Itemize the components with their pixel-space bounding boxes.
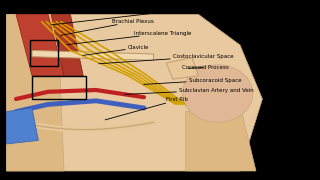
Ellipse shape — [182, 65, 253, 122]
Text: Clavicle: Clavicle — [83, 45, 149, 55]
Polygon shape — [6, 108, 38, 144]
Text: Anterior and Middle Scalene Muscles: Anterior and Middle Scalene Muscles — [51, 8, 226, 25]
Text: Interscalene Triangle: Interscalene Triangle — [67, 31, 192, 45]
Text: Subcoracoid Space: Subcoracoid Space — [144, 78, 241, 84]
Polygon shape — [16, 14, 64, 76]
Text: First Rib: First Rib — [105, 97, 188, 120]
Polygon shape — [166, 58, 198, 79]
Bar — [30, 40, 58, 66]
Text: Subclavian Artery and Vein: Subclavian Artery and Vein — [124, 87, 254, 94]
Polygon shape — [6, 14, 262, 171]
Polygon shape — [186, 104, 256, 171]
Text: Coracoid Process: Coracoid Process — [182, 65, 229, 70]
Polygon shape — [6, 14, 64, 171]
Text: Costoclavicular Space: Costoclavicular Space — [99, 54, 233, 64]
Polygon shape — [51, 14, 83, 76]
Text: Brachial Plexus: Brachial Plexus — [60, 19, 154, 35]
Bar — [32, 76, 86, 99]
Polygon shape — [32, 50, 154, 60]
